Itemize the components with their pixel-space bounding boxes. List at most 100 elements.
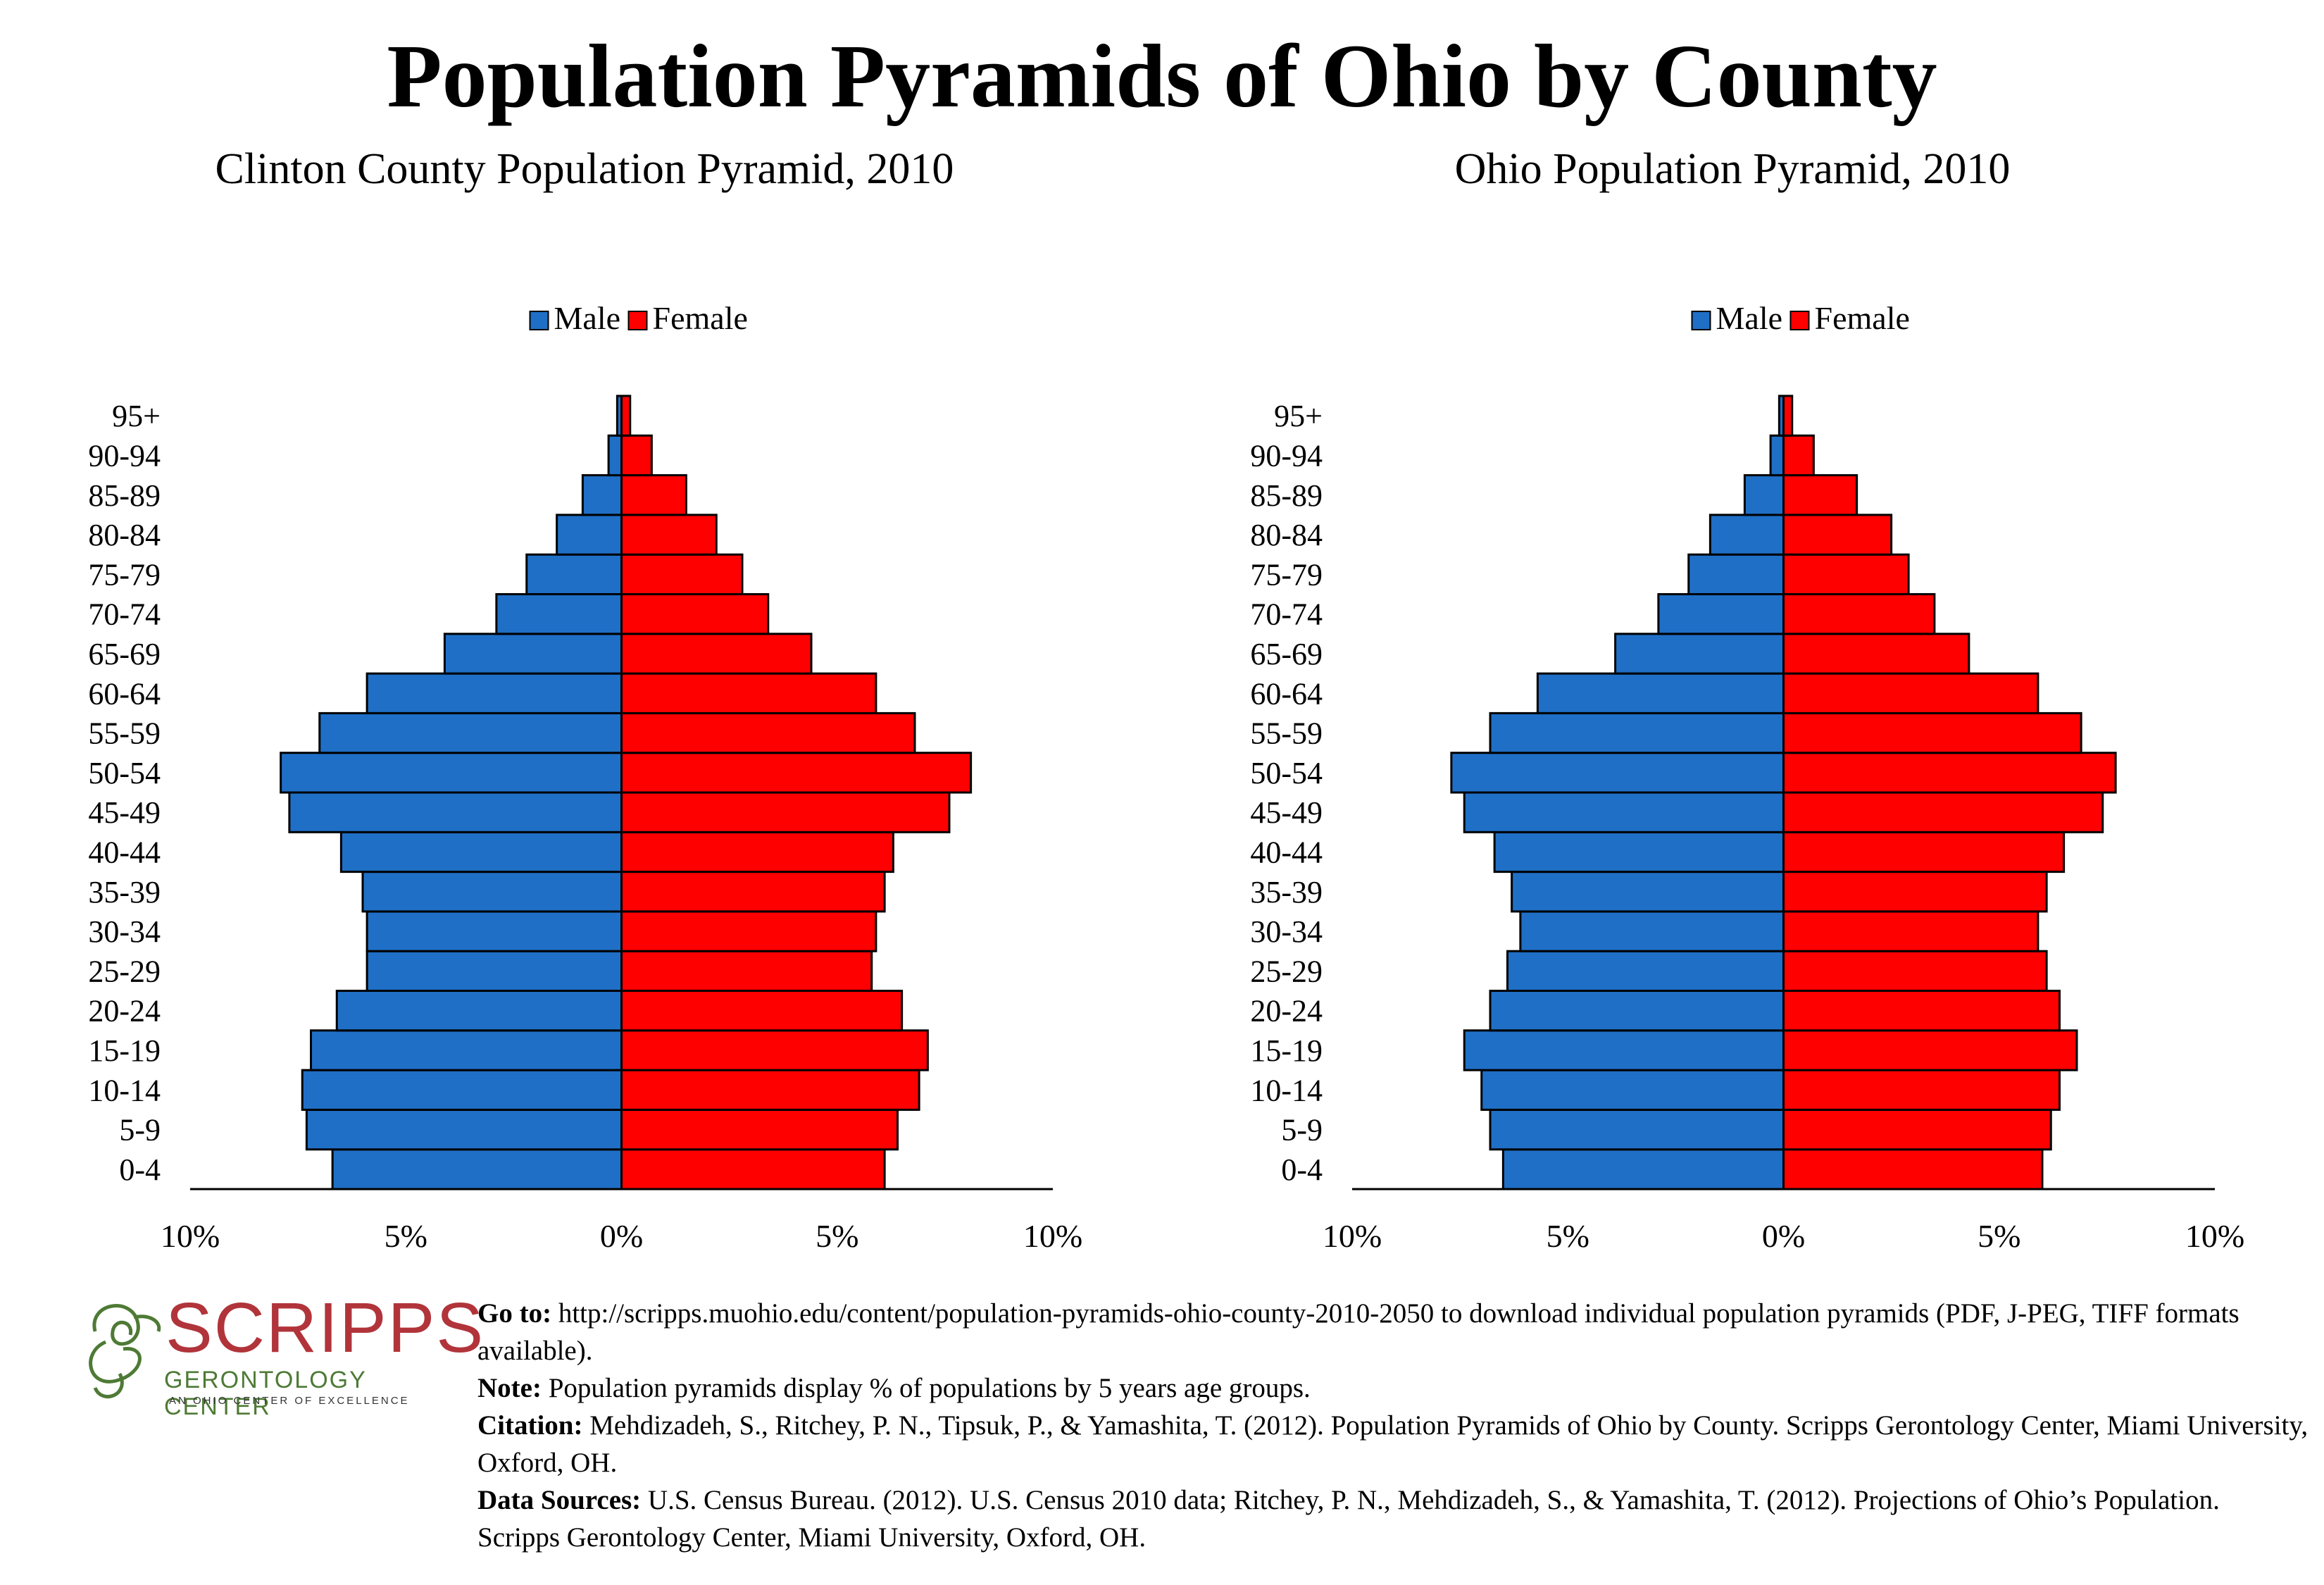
- bar-female-75-79: [620, 553, 744, 596]
- age-label-45-49: 45-49: [88, 795, 161, 830]
- main-title: Population Pyramids of Ohio by County: [387, 26, 1937, 126]
- bar-male-55-59: [1489, 711, 1785, 754]
- bar-female-20-24: [1782, 990, 2061, 1032]
- bar-female-75-79: [1782, 553, 1910, 596]
- bar-female-65-69: [620, 633, 813, 675]
- age-label-45-49: 45-49: [1250, 795, 1323, 830]
- bar-male-90-94: [1769, 434, 1785, 477]
- bar-male-80-84: [1708, 514, 1785, 556]
- bar-male-45-49: [288, 791, 623, 833]
- logo-subtitle: GERONTOLOGY CENTER: [164, 1367, 367, 1420]
- clinton-chart-title: Clinton County Population Pyramid, 2010: [215, 145, 954, 193]
- bar-female-85-89: [1782, 474, 1858, 516]
- legend-male-swatch: [1691, 311, 1711, 330]
- bar-male-75-79: [525, 553, 623, 596]
- age-label-65-69: 65-69: [1250, 637, 1323, 671]
- bar-male-0-4: [1501, 1148, 1785, 1191]
- legend-female-label: Female: [1815, 300, 1910, 336]
- goto-label: Go to:: [477, 1298, 552, 1329]
- bar-female-0-4: [1782, 1148, 2044, 1191]
- age-label-70-74: 70-74: [1250, 597, 1323, 632]
- bar-female-40-44: [1782, 831, 2066, 874]
- age-label-80-84: 80-84: [88, 518, 161, 552]
- age-label-10-14: 10-14: [88, 1073, 161, 1107]
- bar-male-20-24: [1489, 990, 1785, 1032]
- age-label-85-89: 85-89: [88, 478, 161, 513]
- goto-text: http://scripps.muohio.edu/content/popula…: [477, 1298, 2239, 1366]
- bar-female-80-84: [620, 514, 718, 556]
- bar-female-35-39: [620, 871, 886, 913]
- x-tick-label: 10%: [161, 1218, 220, 1254]
- bar-male-25-29: [1506, 950, 1785, 993]
- bar-female-85-89: [620, 474, 687, 516]
- bar-male-75-79: [1687, 553, 1785, 596]
- bar-male-60-64: [1536, 672, 1785, 714]
- age-label-55-59: 55-59: [1250, 716, 1323, 751]
- age-label-90-94: 90-94: [1250, 438, 1323, 473]
- bar-female-35-39: [1782, 871, 2048, 913]
- x-tick-label: 0%: [1762, 1218, 1805, 1254]
- age-label-55-59: 55-59: [88, 716, 161, 751]
- bar-male-65-69: [443, 633, 623, 675]
- x-tick-label: 10%: [1023, 1218, 1082, 1254]
- age-label-35-39: 35-39: [88, 875, 161, 909]
- x-tick-label: 10%: [2185, 1218, 2244, 1254]
- bar-female-10-14: [1782, 1069, 2061, 1111]
- bar-female-70-74: [620, 593, 770, 635]
- sources-text: U.S. Census Bureau. (2012). U.S. Census …: [477, 1485, 2220, 1553]
- bar-female-45-49: [1782, 791, 2104, 833]
- bar-female-5-9: [1782, 1108, 2052, 1151]
- age-label-80-84: 80-84: [1250, 518, 1323, 552]
- age-label-75-79: 75-79: [88, 557, 161, 592]
- bar-male-10-14: [301, 1069, 623, 1111]
- citation-label: Citation:: [477, 1410, 583, 1441]
- bar-female-30-34: [620, 910, 877, 952]
- bar-female-5-9: [620, 1108, 899, 1151]
- x-tick-label: 5%: [816, 1218, 858, 1254]
- bar-male-30-34: [1519, 910, 1785, 952]
- age-label-0-4: 0-4: [1281, 1152, 1323, 1187]
- x-tick-label: 10%: [1323, 1218, 1382, 1254]
- bar-female-55-59: [1782, 711, 2082, 754]
- legend-male-swatch: [529, 311, 549, 330]
- age-label-25-29: 25-29: [1250, 954, 1323, 988]
- bar-male-50-54: [1450, 752, 1785, 794]
- bar-male-55-59: [318, 711, 623, 754]
- age-label-20-24: 20-24: [1250, 994, 1323, 1028]
- bar-male-45-49: [1463, 791, 1785, 833]
- citation-text: Mehdizadeh, S., Ritchey, P. N., Tipsuk, …: [477, 1410, 2309, 1478]
- bar-female-25-29: [1782, 950, 2048, 993]
- bar-male-40-44: [339, 831, 623, 874]
- bar-male-35-39: [1511, 871, 1785, 913]
- bar-male-15-19: [1463, 1029, 1785, 1071]
- bar-male-90-94: [607, 434, 623, 477]
- bar-female-45-49: [620, 791, 951, 833]
- scripps-logo: SCRIPPS GERONTOLOGY CENTER AN OHIO CENTE…: [81, 1289, 483, 1420]
- age-label-5-9: 5-9: [1281, 1113, 1323, 1148]
- bar-male-25-29: [366, 950, 623, 993]
- bar-male-85-89: [581, 474, 623, 516]
- bar-female-50-54: [1782, 752, 2117, 794]
- note-line: Note: Population pyramids display % of p…: [477, 1369, 2309, 1407]
- bar-female-90-94: [620, 434, 653, 477]
- legend-female-label: Female: [653, 300, 748, 336]
- ohio-chart-title: Ohio Population Pyramid, 2010: [1454, 145, 2011, 193]
- bar-male-5-9: [305, 1108, 623, 1151]
- age-label-15-19: 15-19: [88, 1033, 161, 1068]
- age-label-5-9: 5-9: [119, 1113, 161, 1148]
- bar-male-80-84: [556, 514, 623, 556]
- bar-female-40-44: [620, 831, 894, 874]
- bar-female-20-24: [620, 990, 904, 1032]
- bar-female-65-69: [1782, 633, 1970, 675]
- bar-male-20-24: [335, 990, 623, 1032]
- ohio-pyramid-chart: Male Female 0-4 5-9 10-14 15-19 20-24 25-29 30-3…: [1250, 300, 2244, 1254]
- bar-male-35-39: [361, 871, 623, 913]
- age-label-35-39: 35-39: [1250, 875, 1323, 909]
- age-label-40-44: 40-44: [88, 835, 161, 869]
- logo-wordmark: SCRIPPS: [165, 1288, 485, 1367]
- age-label-85-89: 85-89: [1250, 478, 1323, 513]
- age-label-50-54: 50-54: [1250, 756, 1323, 790]
- logo-tagline: AN OHIO CENTER OF EXCELLENCE: [169, 1395, 410, 1407]
- x-tick-label: 0%: [600, 1218, 643, 1254]
- age-label-90-94: 90-94: [88, 438, 161, 473]
